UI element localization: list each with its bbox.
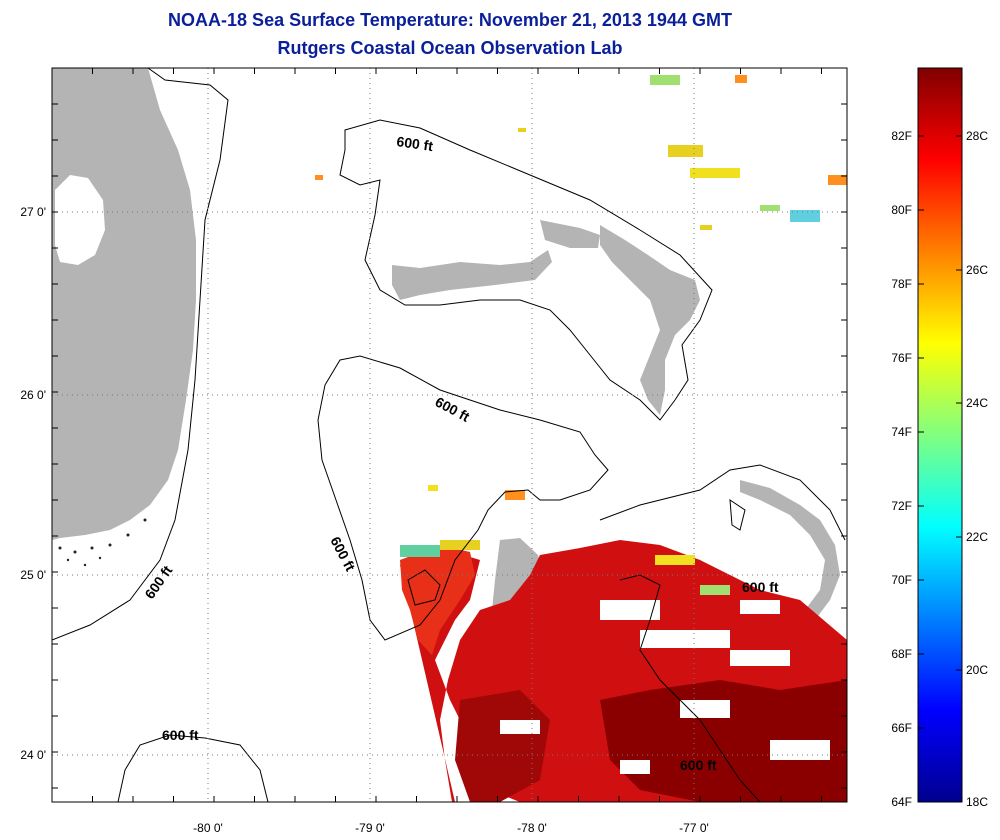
abaco-north bbox=[540, 220, 600, 248]
cb-f-68: 68F bbox=[891, 647, 912, 661]
eleuthera-island bbox=[740, 480, 840, 620]
sst-data-field bbox=[315, 75, 847, 802]
contour-tongue-2 bbox=[619, 574, 761, 802]
cb-c-18: 18C bbox=[966, 795, 988, 809]
lat-label-27: 27 0' bbox=[20, 205, 46, 219]
figure-subtitle: Rutgers Coastal Ocean Observation Lab bbox=[277, 38, 623, 58]
cb-f-70: 70F bbox=[891, 573, 912, 587]
contour-label-6: 600 ft bbox=[162, 727, 199, 743]
lon-axis-labels: -80 0' -79 0' -78 0' -77 0' bbox=[193, 821, 709, 835]
cb-f-76: 76F bbox=[891, 351, 912, 365]
sst-southwest-deep bbox=[455, 690, 550, 802]
lat-label-26: 26 0' bbox=[20, 388, 46, 402]
cloud-gaps bbox=[500, 600, 830, 774]
sst-southeast-deep bbox=[600, 680, 847, 802]
contour-label-5: 600 ft bbox=[742, 579, 779, 595]
cb-c-24: 24C bbox=[966, 396, 988, 410]
lon-label-78: -78 0' bbox=[517, 821, 547, 835]
contour-tongue bbox=[599, 464, 846, 541]
cb-c-28: 28C bbox=[966, 129, 988, 143]
cb-f-74: 74F bbox=[891, 425, 912, 439]
lon-label-79: -79 0' bbox=[355, 821, 385, 835]
colorbar-celsius-labels: 28C 26C 24C 22C 20C 18C bbox=[966, 129, 988, 809]
colorbar-fahrenheit-labels: 82F 80F 78F 76F 74F 72F 70F 68F 66F 64F bbox=[891, 129, 912, 809]
cb-f-64: 64F bbox=[891, 795, 912, 809]
contour-grand-bahama bbox=[339, 119, 713, 421]
cb-f-82: 82F bbox=[891, 129, 912, 143]
cb-f-72: 72F bbox=[891, 499, 912, 513]
contour-andros bbox=[317, 355, 609, 641]
sst-cool-edges bbox=[315, 128, 730, 595]
contour-inner-lake bbox=[407, 569, 441, 606]
contour-label-7: 600 ft bbox=[680, 757, 717, 773]
contour-label-1: 600 ft bbox=[396, 133, 435, 154]
cb-c-22: 22C bbox=[966, 530, 988, 544]
contour-florida bbox=[52, 68, 229, 641]
lon-label-80: -80 0' bbox=[193, 821, 223, 835]
frame-ticks bbox=[52, 68, 847, 802]
map-border bbox=[51, 67, 848, 803]
contour-extra bbox=[729, 499, 746, 531]
colorbar bbox=[917, 67, 963, 803]
colorbar-ticks bbox=[918, 135, 962, 729]
cb-f-80: 80F bbox=[891, 203, 912, 217]
lat-label-24: 24 0' bbox=[20, 748, 46, 762]
lake-okeechobee bbox=[55, 175, 105, 265]
cb-c-20: 20C bbox=[966, 663, 988, 677]
cb-f-78: 78F bbox=[891, 277, 912, 291]
figure-title: NOAA-18 Sea Surface Temperature: Novembe… bbox=[168, 10, 732, 30]
contour-south bbox=[117, 734, 269, 802]
abaco-island bbox=[600, 225, 700, 415]
depth-contours bbox=[52, 68, 846, 802]
lon-label-77: -77 0' bbox=[679, 821, 709, 835]
cb-f-66: 66F bbox=[891, 721, 912, 735]
florida-keys bbox=[58, 518, 147, 567]
sst-west-patch bbox=[400, 545, 475, 655]
lat-label-25: 25 0' bbox=[20, 568, 46, 582]
cb-c-26: 26C bbox=[966, 263, 988, 277]
lat-axis-labels: 27 0' 26 0' 25 0' 24 0' bbox=[20, 205, 46, 762]
grand-bahama-island bbox=[392, 250, 552, 300]
